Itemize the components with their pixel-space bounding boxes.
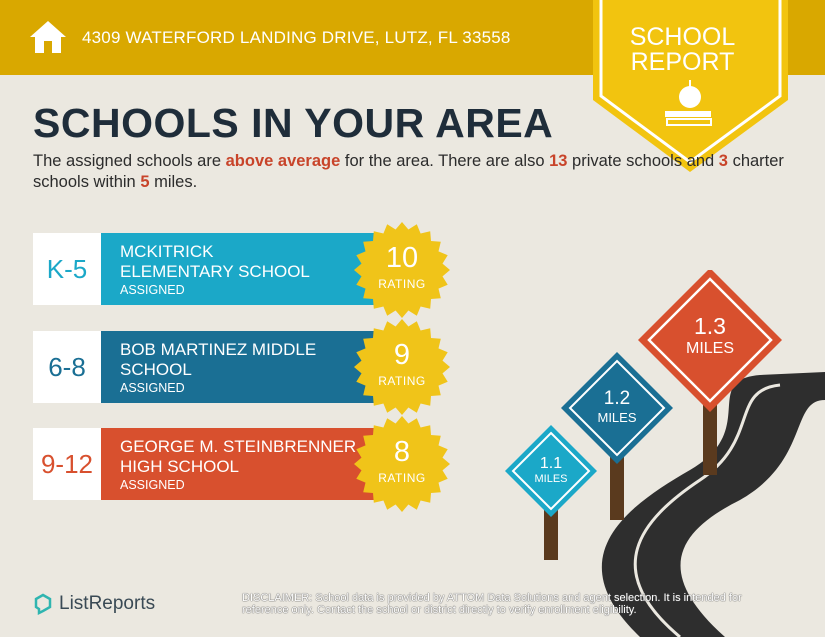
rating-seal-shape bbox=[354, 319, 450, 415]
sign-1-3-miles: 1.3 MILES bbox=[685, 313, 734, 357]
property-address: 4309 WATERFORD LANDING DRIVE, LUTZ, FL 3… bbox=[82, 28, 511, 47]
school-report-ribbon bbox=[593, 0, 788, 172]
listreports-logo: ListReports bbox=[33, 593, 155, 615]
rating-badge: 8 RATING bbox=[354, 416, 450, 512]
school-row: K-5 MCKITRICK ELEMENTARY SCHOOL ASSIGNED bbox=[33, 233, 378, 305]
intro-text: The assigned schools are above average f… bbox=[33, 152, 784, 191]
school-info: GEORGE M. STEINBRENNER HIGH SCHOOL ASSIGNE… bbox=[101, 428, 378, 500]
school-name: MCKITRICK ELEMENTARY SCHOOL bbox=[120, 242, 310, 281]
rating-seal-shape bbox=[354, 416, 450, 512]
listreports-logo-icon bbox=[34, 593, 52, 615]
school-status: ASSIGNED bbox=[120, 478, 185, 492]
distance-sign bbox=[638, 270, 782, 412]
school-report-label: SCHOOL REPORT bbox=[629, 23, 736, 76]
grade-level: 9-12 bbox=[33, 428, 101, 500]
road-illustration bbox=[505, 270, 825, 637]
school-row: 6-8 BOB MARTINEZ MIDDLE SCHOOL ASSIGNED bbox=[33, 331, 378, 403]
sign-1-2-miles: 1.2 MILES bbox=[597, 388, 637, 425]
school-info: BOB MARTINEZ MIDDLE SCHOOL ASSIGNED bbox=[101, 331, 378, 403]
school-status: ASSIGNED bbox=[120, 283, 185, 297]
distance-sign bbox=[505, 425, 597, 517]
grade-level: 6-8 bbox=[33, 331, 101, 403]
rating-seal-shape bbox=[354, 222, 450, 318]
rating-badge: 10 RATING bbox=[354, 222, 450, 318]
school-name: GEORGE M. STEINBRENNER HIGH SCHOOL bbox=[120, 437, 357, 476]
grade-level: K-5 bbox=[33, 233, 101, 305]
school-status: ASSIGNED bbox=[120, 381, 185, 395]
school-row: 9-12 GEORGE M. STEINBRENNER HIGH SCHOOL AS… bbox=[33, 428, 378, 500]
sign-1-1-miles: 1.1 MILES bbox=[534, 455, 568, 485]
apple-books-icon bbox=[665, 80, 712, 126]
school-info: MCKITRICK ELEMENTARY SCHOOL ASSIGNED bbox=[101, 233, 378, 305]
rating-badge: 9 RATING bbox=[354, 319, 450, 415]
page-title: SCHOOLS IN YOUR AREA bbox=[33, 100, 554, 146]
distance-sign bbox=[561, 352, 673, 464]
disclaimer: DISCLAIMER: School data is provided by A… bbox=[242, 592, 742, 616]
home-icon bbox=[30, 21, 66, 53]
school-name: BOB MARTINEZ MIDDLE SCHOOL bbox=[120, 340, 317, 379]
